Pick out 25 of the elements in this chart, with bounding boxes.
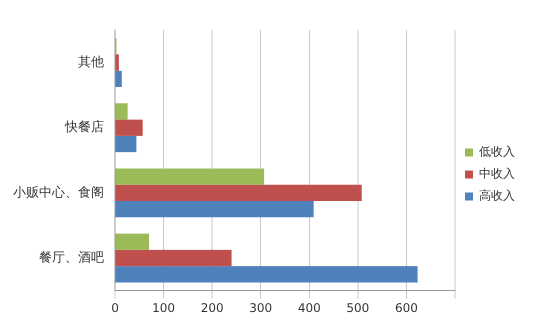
y-tick-label: 小贩中心、食阁 xyxy=(13,184,104,200)
bar xyxy=(116,103,128,120)
x-tick-label: 0 xyxy=(111,300,119,315)
bar xyxy=(116,184,362,202)
x-tick-label: 600 xyxy=(394,300,418,315)
y-tick-label: 餐厅、酒吧 xyxy=(39,250,104,266)
x-tick-label: 300 xyxy=(249,300,272,315)
legend-label: 低收入 xyxy=(479,144,515,159)
bar xyxy=(116,234,149,250)
x-tick-label: 200 xyxy=(200,300,224,315)
bar xyxy=(116,120,143,136)
legend-label: 高收入 xyxy=(479,188,515,203)
bar xyxy=(116,70,122,88)
bar xyxy=(116,266,418,282)
bar xyxy=(116,136,136,152)
legend-label: 中收入 xyxy=(479,166,515,181)
bar xyxy=(116,54,119,71)
x-tick-label: 400 xyxy=(298,300,321,315)
x-tick-label: 500 xyxy=(346,300,370,315)
x-tick-label: 100 xyxy=(152,300,176,315)
y-tick-label: 其他 xyxy=(78,54,104,70)
bar xyxy=(116,168,264,185)
y-tick-label: 快餐店 xyxy=(64,119,104,136)
bar xyxy=(116,250,232,266)
bar xyxy=(116,201,314,218)
